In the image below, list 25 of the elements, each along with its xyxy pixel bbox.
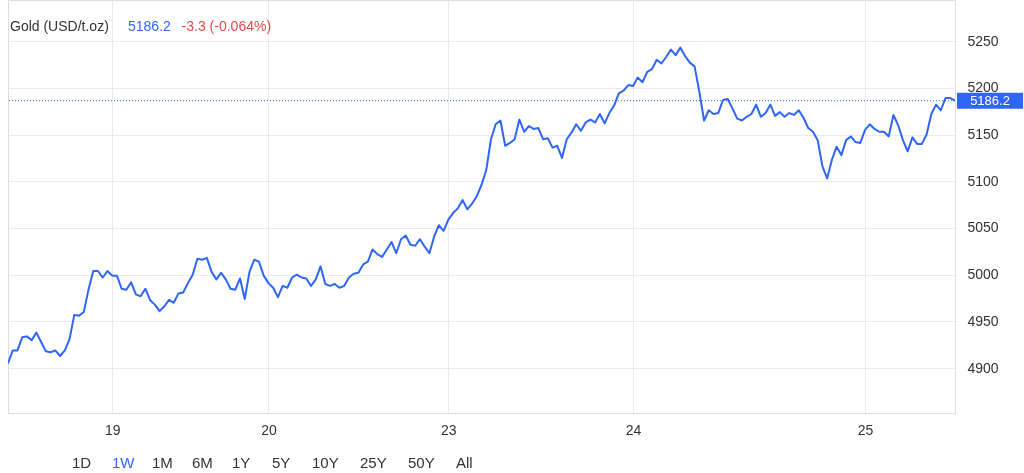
y-tick-label: 5150 xyxy=(967,126,999,143)
text: Gold (USD/t.oz) xyxy=(10,18,109,34)
y-tick-label: 5250 xyxy=(967,32,999,49)
y-tick-label: 4900 xyxy=(967,359,999,376)
x-tick-label: 19 xyxy=(104,421,121,438)
x-tick-label: 23 xyxy=(441,421,457,438)
text: 1D xyxy=(72,454,92,471)
y-tick-label: 4950 xyxy=(967,312,999,329)
text: 6M xyxy=(192,454,213,471)
y-tick-label: 5000 xyxy=(967,266,999,283)
x-tick-label: 25 xyxy=(857,421,874,438)
text: All xyxy=(456,454,473,471)
annotation: 5186.2 xyxy=(128,18,172,34)
y-tick-label: 5050 xyxy=(967,219,999,236)
x-tick-label: 24 xyxy=(625,421,642,438)
text: 25Y xyxy=(360,454,387,471)
annotation: -3.3 (-0.064%) xyxy=(181,18,272,34)
text: 10Y xyxy=(312,454,339,471)
text: 1Y xyxy=(232,454,251,471)
x-tick-label: 20 xyxy=(261,421,277,438)
text: 5Y xyxy=(272,454,291,471)
text: 50Y xyxy=(408,454,435,471)
text: 1W xyxy=(112,454,136,471)
text: 1M xyxy=(152,454,173,471)
y-tick-label: 5100 xyxy=(967,172,999,189)
